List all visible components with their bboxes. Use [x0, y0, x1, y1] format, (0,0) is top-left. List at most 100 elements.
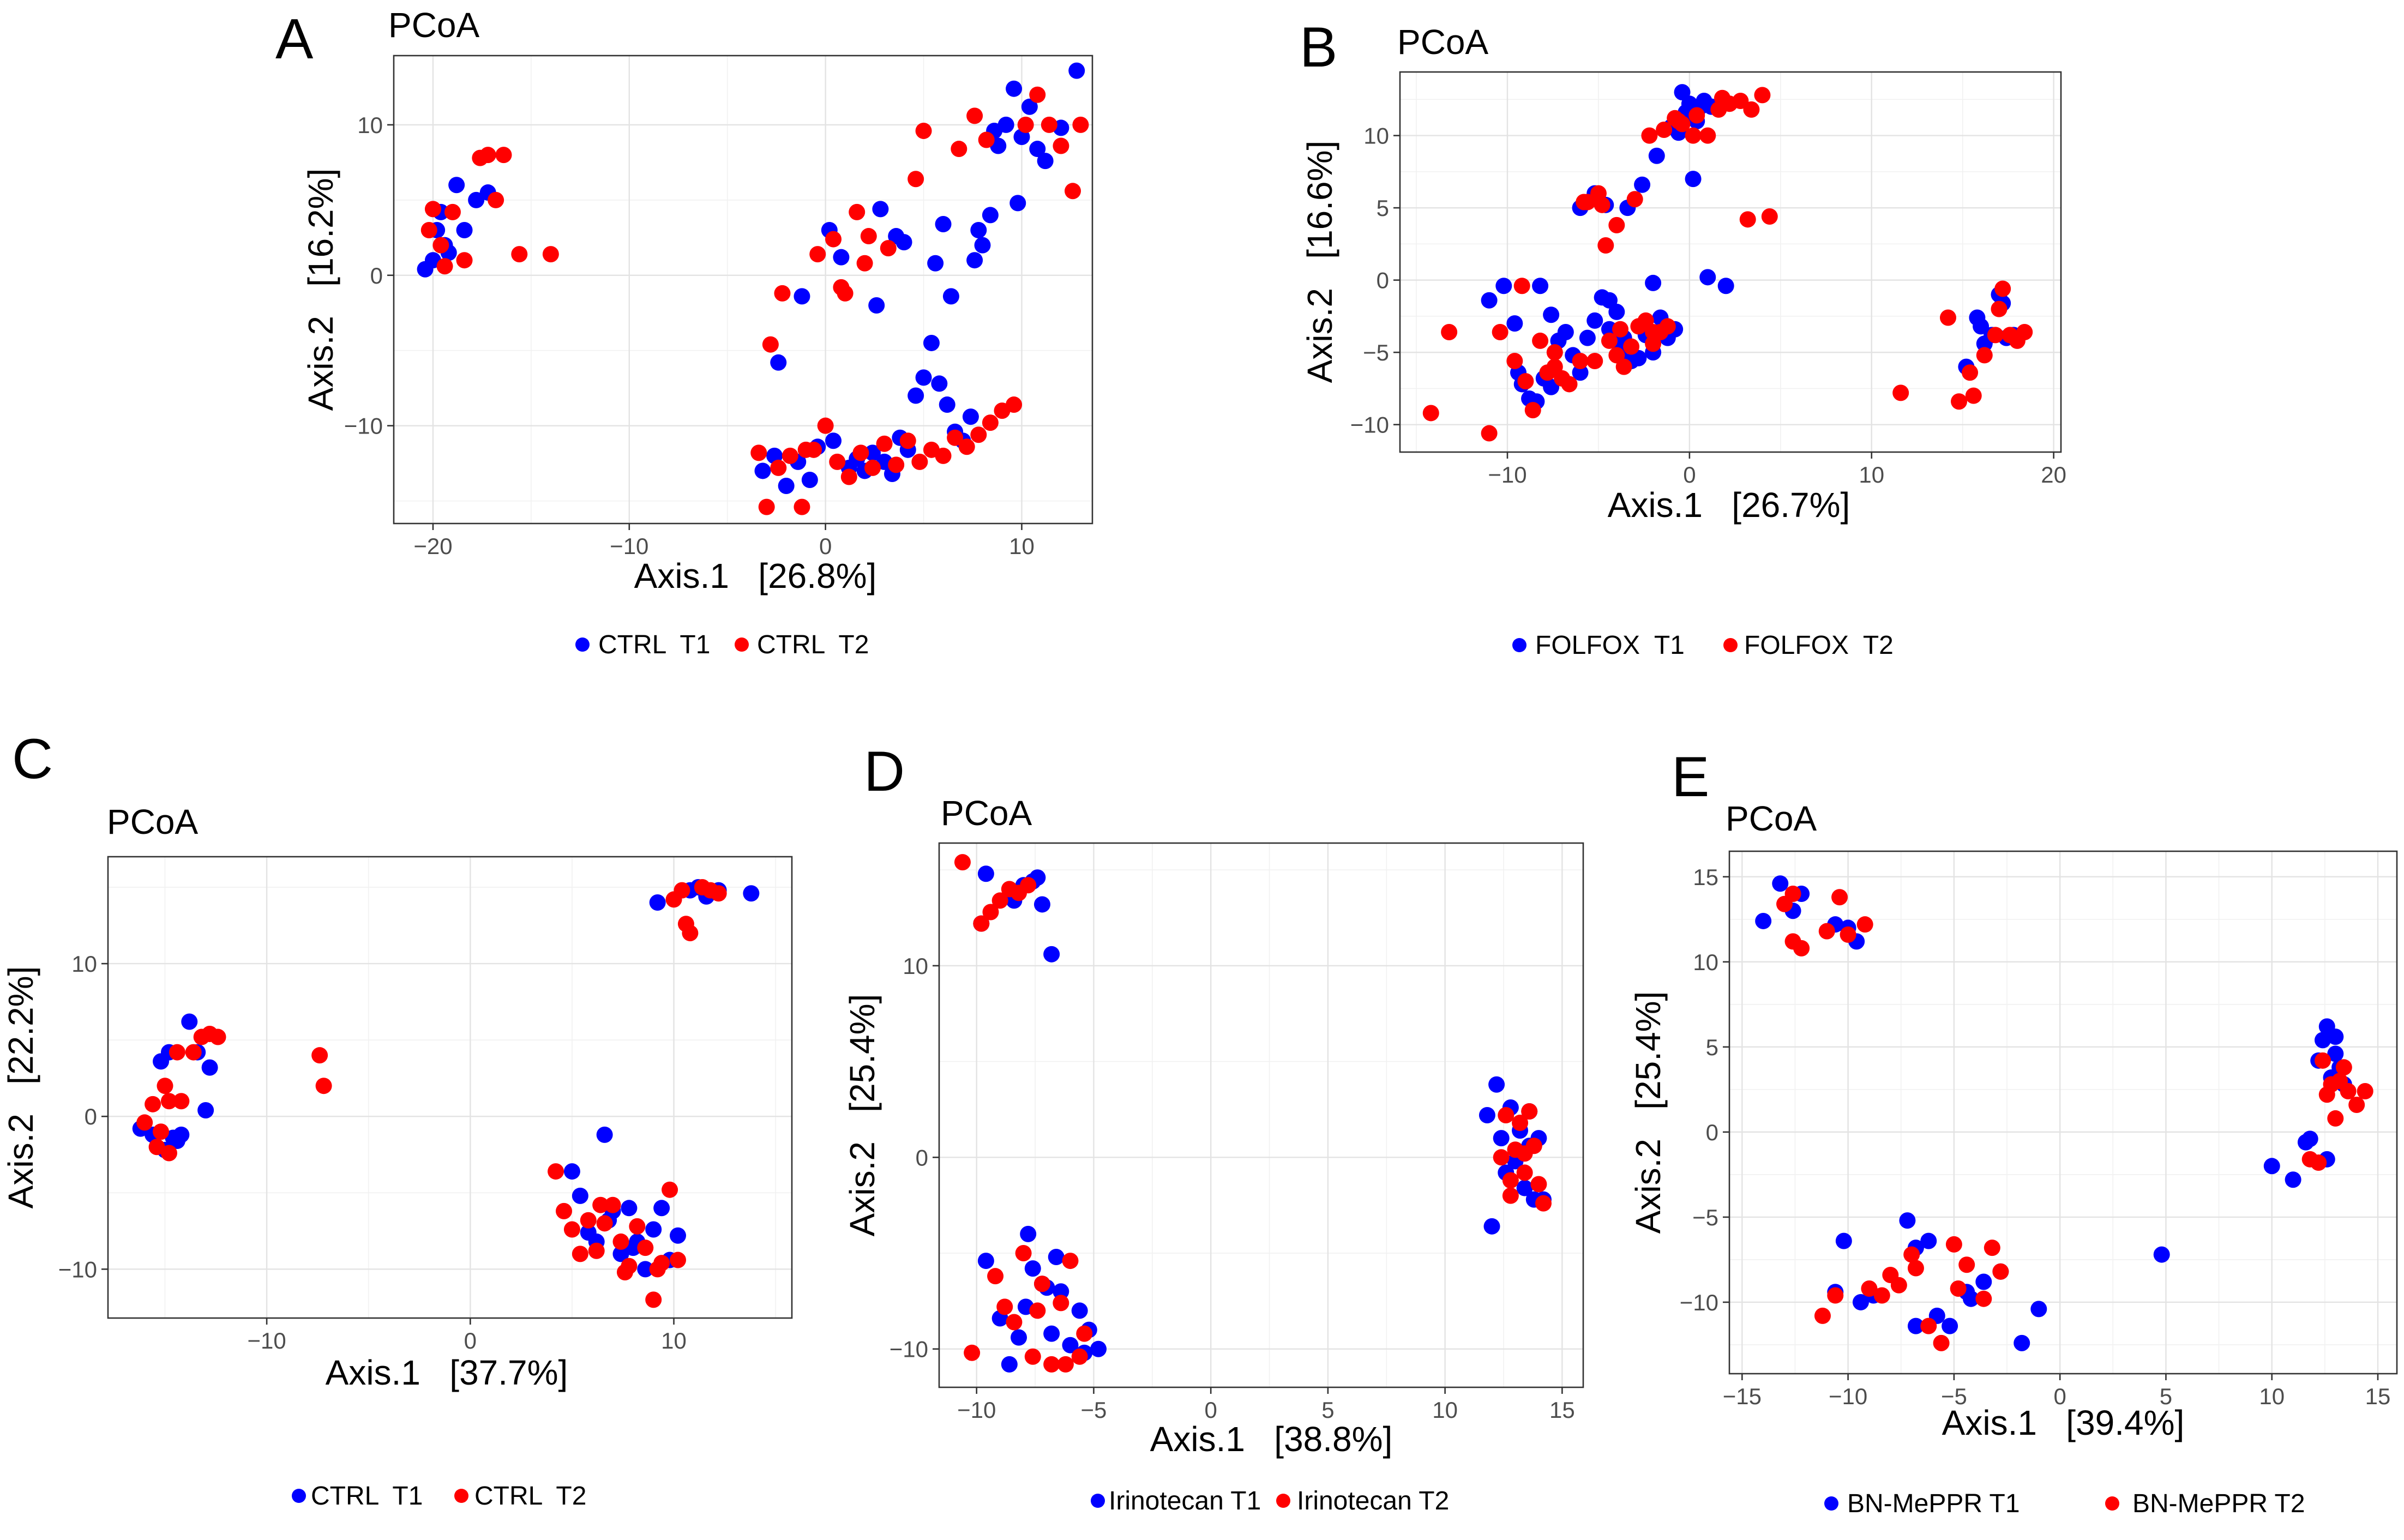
series-t2 — [420, 86, 1089, 515]
x-tick-label: −10 — [1488, 462, 1526, 488]
data-point — [1892, 384, 1909, 401]
data-point — [1048, 1249, 1065, 1266]
legend-label: CTRL T1 — [311, 1482, 423, 1511]
data-point — [1597, 237, 1614, 254]
data-point — [670, 1252, 686, 1268]
data-point — [1852, 1294, 1869, 1310]
series-t2 — [954, 854, 1552, 1373]
data-point — [1991, 300, 2008, 317]
data-point — [1516, 1145, 1533, 1162]
data-point — [1939, 309, 1956, 326]
data-point — [1688, 107, 1705, 124]
data-point — [153, 1123, 170, 1140]
data-point — [1641, 127, 1658, 144]
data-point — [1994, 280, 2011, 297]
data-point — [982, 207, 999, 224]
data-point — [1761, 208, 1778, 225]
data-point — [970, 222, 987, 239]
data-point — [185, 1044, 202, 1061]
data-point — [911, 453, 928, 470]
legend: FOLFOX T1 FOLFOX T2 — [1512, 631, 1894, 660]
data-point — [1615, 358, 1632, 375]
data-point — [809, 246, 826, 263]
data-point — [157, 1078, 173, 1094]
chart-title: PCoA — [1726, 799, 1817, 838]
data-point — [1626, 191, 1643, 208]
data-point — [621, 1200, 638, 1217]
data-point — [592, 1196, 609, 1213]
x-tick-label: 10 — [1859, 462, 1884, 488]
data-point — [856, 255, 873, 272]
data-point — [2030, 1301, 2047, 1318]
data-point — [1920, 1232, 1937, 1249]
data-point — [315, 1078, 332, 1094]
data-point — [1976, 347, 1993, 364]
data-point — [1524, 402, 1541, 419]
legend-marker — [1091, 1494, 1105, 1508]
data-point — [1576, 194, 1592, 210]
data-point — [1422, 405, 1439, 422]
y-axis-title: Axis.2 [16.6%] — [1300, 141, 1339, 383]
data-point — [1029, 141, 1046, 158]
data-point — [1965, 387, 1982, 404]
data-point — [1513, 278, 1530, 294]
data-point — [1057, 1356, 1074, 1373]
data-point — [653, 1200, 670, 1217]
data-point — [1920, 1318, 1937, 1334]
data-point — [1907, 1260, 1924, 1277]
legend-label: Irinotecan T1 — [1109, 1487, 1261, 1515]
gridlines — [394, 56, 1092, 524]
data-point — [165, 1129, 182, 1146]
data-point — [511, 246, 528, 263]
data-point — [770, 354, 787, 371]
data-point — [888, 456, 905, 473]
panel-b: B PCoA −10 0 10 20 −10 −5 0 5 10 Axis.1 [26.7%] Axis… — [1300, 16, 2066, 660]
data-point — [160, 1145, 177, 1162]
legend-marker — [292, 1489, 306, 1503]
x-tick-label: 0 — [1683, 462, 1696, 488]
data-point — [1612, 321, 1628, 338]
data-point — [670, 1227, 686, 1244]
data-point — [1516, 1180, 1533, 1196]
y-tick-label: 5 — [1377, 195, 1389, 221]
legend: CTRL T1 CTRL T2 — [292, 1482, 586, 1511]
data-point — [1831, 889, 1848, 906]
data-point — [982, 414, 999, 431]
data-point — [1590, 185, 1607, 202]
data-point — [1645, 324, 1662, 341]
panel-letter: D — [864, 740, 905, 803]
data-point — [849, 203, 866, 220]
y-tick-label: −10 — [1350, 412, 1389, 438]
data-point — [645, 1221, 662, 1238]
data-point — [1755, 912, 1772, 929]
data-point — [1648, 147, 1665, 164]
chart-title: PCoA — [388, 5, 480, 45]
data-point — [974, 237, 991, 254]
data-point — [556, 1202, 572, 1219]
data-point — [1441, 324, 1458, 341]
data-point — [750, 444, 767, 461]
data-point — [1601, 292, 1618, 309]
data-point — [758, 498, 775, 515]
series-t2 — [1776, 886, 2373, 1351]
legend-marker — [1512, 638, 1526, 652]
data-point — [649, 1261, 666, 1278]
data-point — [596, 1126, 613, 1143]
data-point — [1818, 923, 1835, 940]
data-point — [1739, 211, 1756, 228]
data-point — [432, 237, 449, 254]
data-point — [424, 201, 441, 218]
data-point — [160, 1093, 177, 1110]
data-point — [448, 177, 465, 194]
x-tick-label: 5 — [1321, 1397, 1334, 1423]
data-point — [1656, 122, 1673, 139]
data-point — [637, 1261, 654, 1278]
x-axis-title: Axis.1 [26.8%] — [634, 556, 877, 595]
data-point — [973, 915, 990, 932]
data-point — [1835, 1232, 1852, 1249]
data-point — [876, 435, 893, 452]
data-point — [907, 171, 924, 188]
data-point — [915, 122, 932, 139]
x-tick-label: 0 — [2053, 1383, 2066, 1409]
data-point — [1907, 1318, 1924, 1334]
